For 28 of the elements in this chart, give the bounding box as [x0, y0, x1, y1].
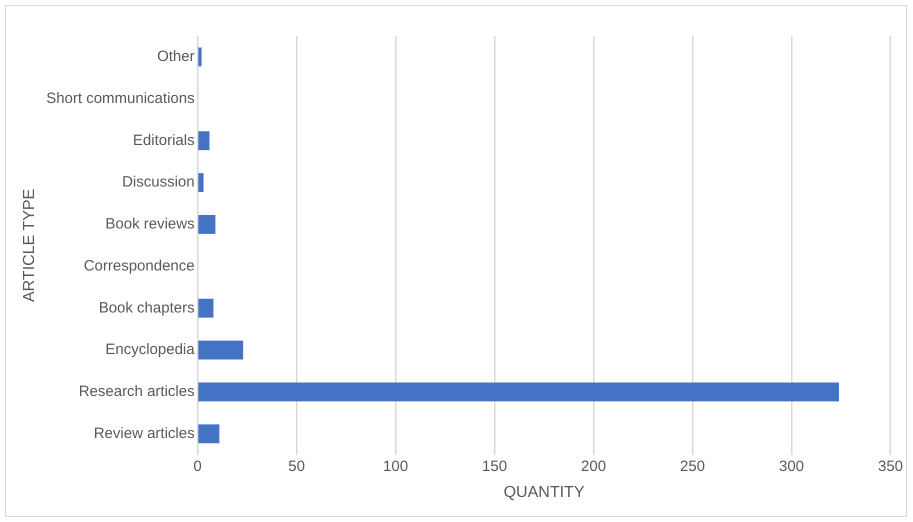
- x-tick-label: 0: [193, 458, 202, 475]
- x-tick-label: 300: [778, 458, 804, 475]
- y-tick-label: Other: [157, 48, 195, 66]
- y-axis-title: ARTICLE TYPE: [21, 188, 38, 302]
- y-tick-label: Discussion: [122, 174, 195, 191]
- x-tick-label: 200: [581, 458, 606, 475]
- y-tick-label: Book reviews: [105, 216, 195, 233]
- y-tick-label: Book chapters: [98, 299, 195, 316]
- y-tick-label: Encyclopedia: [105, 341, 196, 358]
- x-axis-title: QUANTITY: [504, 484, 585, 501]
- bar: [198, 173, 204, 192]
- bar: [198, 131, 210, 150]
- bar: [198, 340, 244, 360]
- y-tick-label: Review articles: [94, 425, 195, 442]
- x-tick-label: 150: [482, 458, 508, 475]
- bar: [198, 215, 216, 234]
- y-tick-label: Correspondence: [84, 257, 195, 274]
- x-tick-label: 250: [680, 458, 706, 475]
- y-tick-label: Short communications: [46, 90, 195, 107]
- bar: [198, 48, 202, 66]
- x-tick-label: 100: [383, 458, 408, 475]
- x-tick-label: 350: [878, 458, 903, 475]
- y-tick-label: Research articles: [78, 383, 195, 400]
- y-tick-label: Editorials: [132, 132, 195, 149]
- bar: [198, 298, 214, 318]
- bar: [198, 424, 220, 444]
- bar: [198, 382, 840, 402]
- x-tick-label: 50: [288, 458, 305, 475]
